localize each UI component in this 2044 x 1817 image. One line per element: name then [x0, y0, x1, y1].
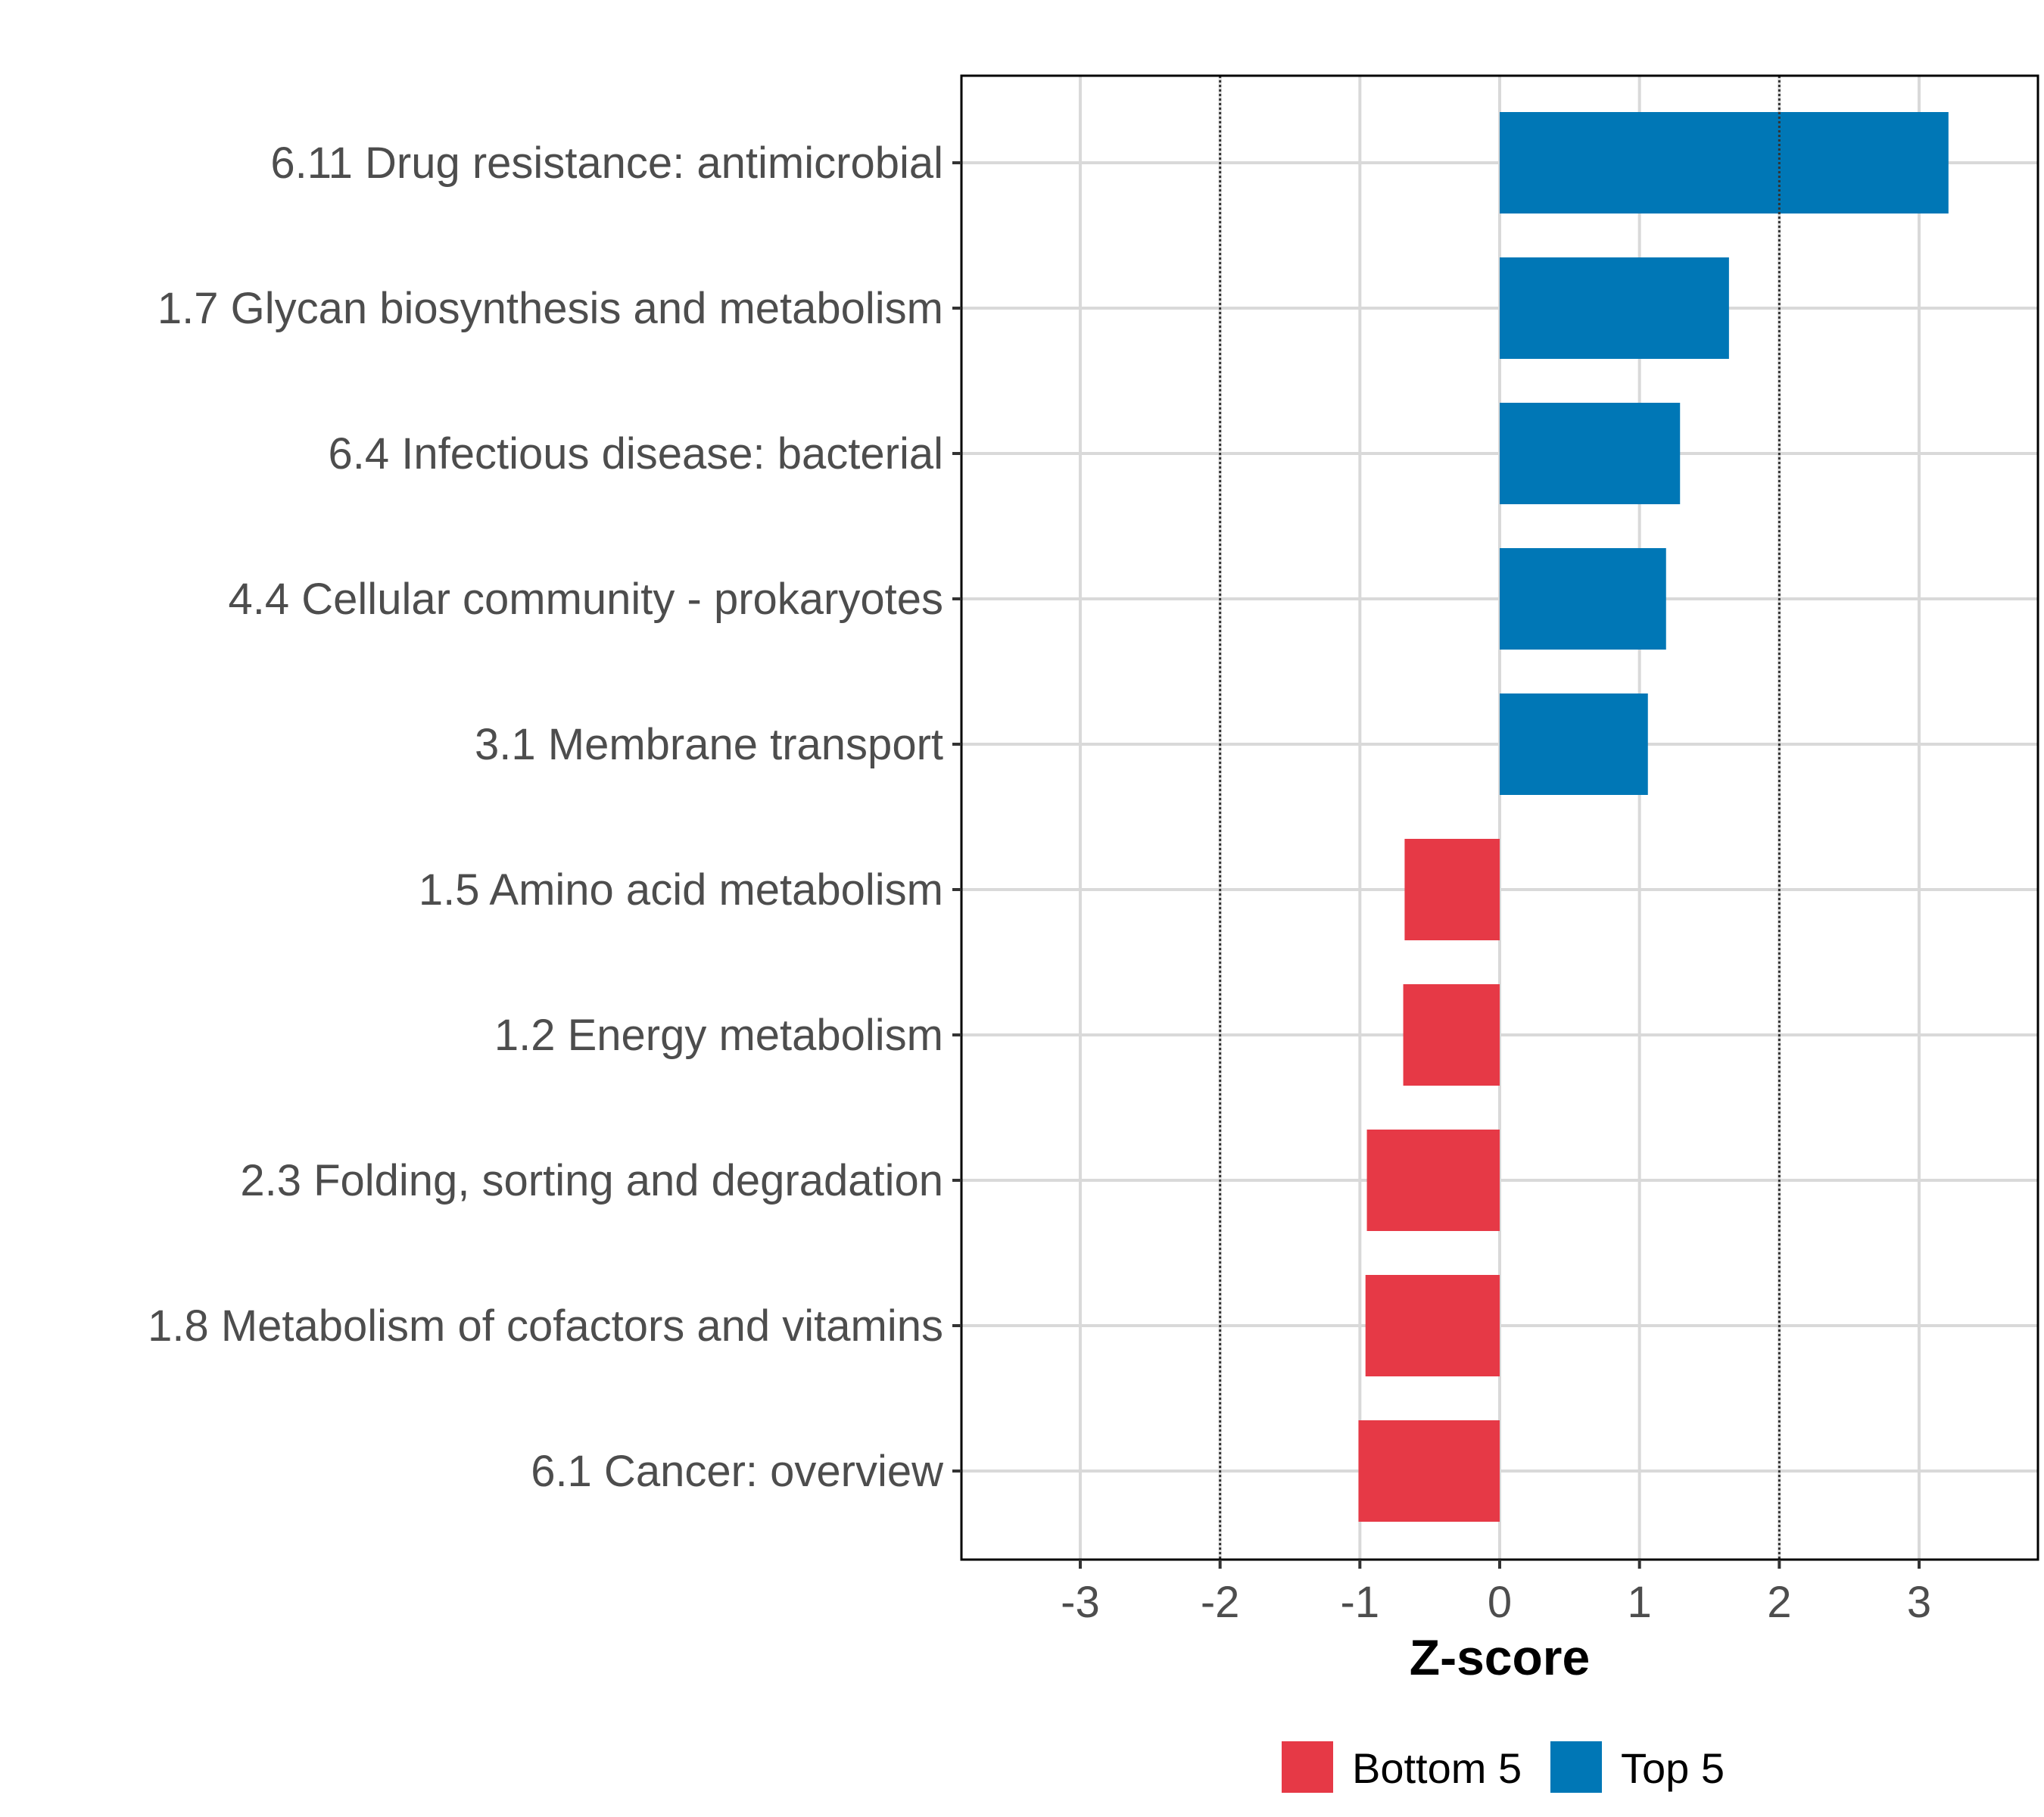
bars — [1358, 112, 1949, 1522]
bar — [1500, 112, 1949, 213]
bar — [1403, 984, 1500, 1086]
x-tick-label: 1 — [1628, 1578, 1652, 1627]
legend-label: Bottom 5 — [1352, 1744, 1522, 1792]
y-tick-label: 4.4 Cellular community - prokaryotes — [229, 575, 943, 624]
bar — [1404, 839, 1500, 940]
bar — [1500, 693, 1648, 795]
legend-key — [1550, 1741, 1602, 1793]
bar — [1366, 1130, 1500, 1231]
y-tick-label: 1.2 Energy metabolism — [494, 1011, 943, 1060]
x-axis-title: Z-score — [1410, 1629, 1590, 1685]
y-tick-label: 1.8 Metabolism of cofactors and vitamins — [148, 1301, 943, 1351]
legend-label: Top 5 — [1621, 1744, 1725, 1792]
x-tick-label: 2 — [1767, 1578, 1791, 1627]
legend: Bottom 5 Top 5 — [1282, 1741, 1725, 1793]
bar — [1365, 1275, 1500, 1376]
bar — [1500, 257, 1729, 359]
y-tick-label: 1.5 Amino acid metabolism — [419, 865, 943, 915]
x-tick-label: 0 — [1488, 1578, 1512, 1627]
legend-key — [1282, 1741, 1333, 1793]
bar — [1500, 403, 1681, 504]
x-tick-label: -2 — [1201, 1578, 1240, 1627]
y-tick-label: 3.1 Membrane transport — [475, 720, 943, 769]
x-tick-label: -3 — [1061, 1578, 1100, 1627]
y-tick-label: 6.1 Cancer: overview — [531, 1447, 944, 1496]
bar — [1358, 1420, 1500, 1522]
y-tick-label: 1.7 Glycan biosynthesis and metabolism — [157, 284, 943, 333]
y-tick-label: 6.11 Drug resistance: antimicrobial — [270, 139, 943, 188]
reference-lines — [1219, 76, 1781, 1560]
bar — [1500, 548, 1666, 650]
y-tick-label: 6.4 Infectious disease: bacterial — [329, 429, 943, 478]
y-axis: 6.11 Drug resistance: antimicrobial 1.7 G… — [148, 139, 961, 1496]
x-tick-label: -1 — [1341, 1578, 1380, 1627]
y-tick-label: 2.3 Folding, sorting and degradation — [240, 1156, 943, 1205]
x-tick-label: 3 — [1907, 1578, 1931, 1627]
x-axis: -3 -2 -1 0 1 2 3 — [1061, 1560, 1931, 1627]
